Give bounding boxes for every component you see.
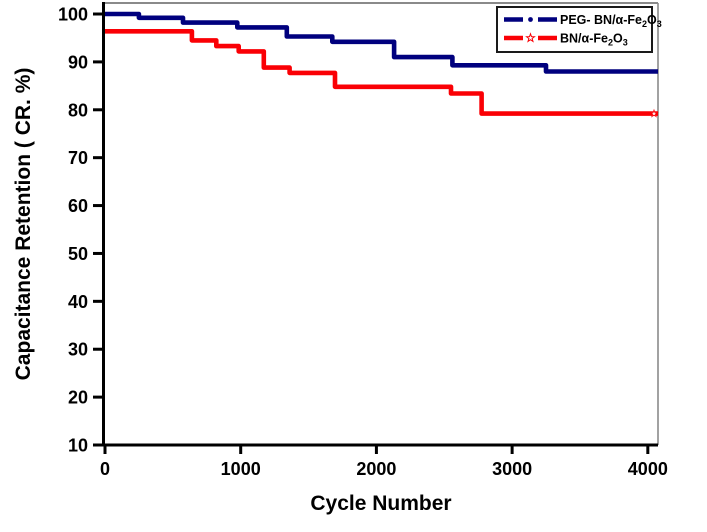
x-tick-label: 0 [100,459,110,479]
y-tick-label: 100 [58,5,88,25]
y-tick-label: 10 [68,436,88,456]
y-tick-label: 80 [68,100,88,120]
y-tick-label: 90 [68,52,88,72]
y-tick-label: 60 [68,196,88,216]
plot-frame [102,2,659,447]
x-axis-title: Cycle Number [310,492,451,515]
y-tick-label: 20 [68,388,88,408]
legend-dot-marker [528,17,533,22]
y-tick-label: 50 [68,244,88,264]
x-tick-label: 1000 [221,459,261,479]
x-tick-label: 4000 [628,459,668,479]
legend-box [496,6,653,53]
legend-label: PEG- BN/α-Fe2O3 [560,13,662,29]
series-line-peg-bn-fe2o3 [105,11,658,74]
series-line-bn-fe2o3 [105,29,658,116]
legend: PEG- BN/α-Fe2O3 BN/α-Fe2O3 [496,6,662,53]
axis-ticks: 0 1000 2000 3000 4000 10 20 30 40 50 60 70 80 90 100 [58,5,668,479]
series-end-star-marker [649,108,659,118]
y-tick-label: 30 [68,340,88,360]
y-axis-title: Capacitance Retention ( CR. %) [12,68,35,381]
legend-label: BN/α-Fe2O3 [560,32,628,48]
legend-star-marker [525,32,536,43]
series-lines [105,11,659,118]
y-tick-label: 40 [68,292,88,312]
x-tick-label: 2000 [356,459,396,479]
x-tick-label: 3000 [492,459,532,479]
y-tick-label: 70 [68,148,88,168]
